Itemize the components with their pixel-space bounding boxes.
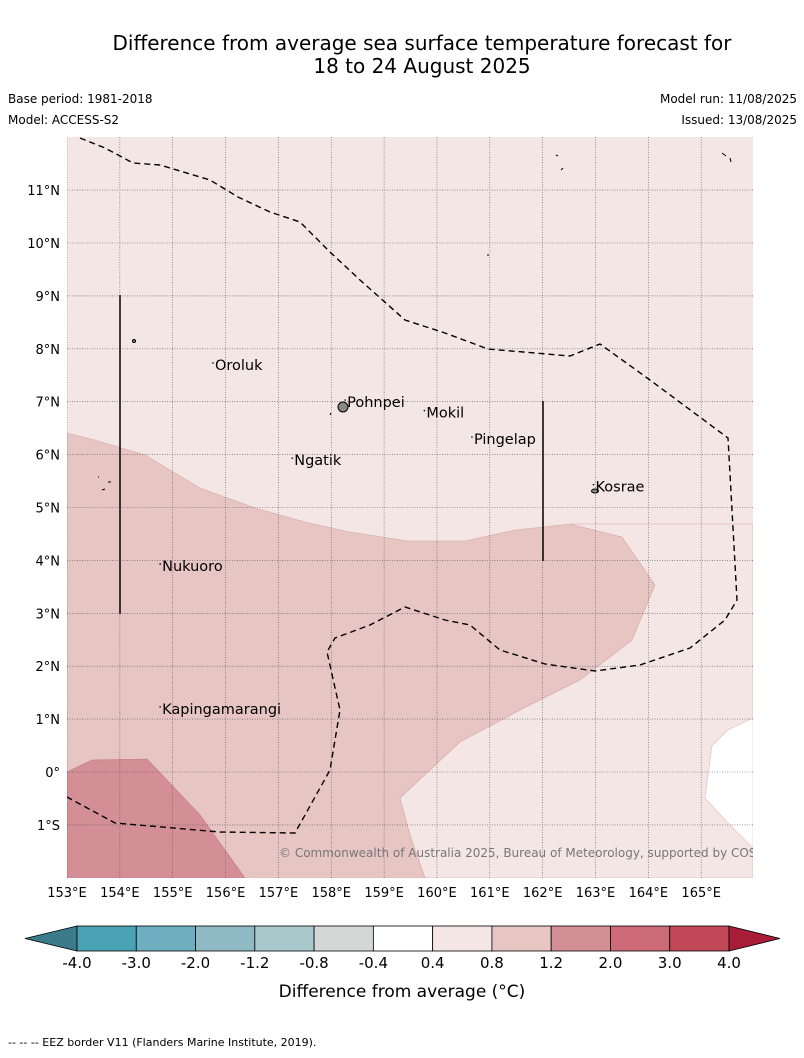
colorbar-tick-label: -0.4 — [359, 954, 388, 972]
copyright-notice: © Commonwealth of Australia 2025, Bureau… — [279, 846, 784, 860]
colorbar-tick-label: 3.0 — [658, 954, 682, 972]
issued-label: Issued: 13/08/2025 — [681, 113, 797, 127]
latitude-label: 2°N — [36, 660, 61, 675]
latitude-label: 0° — [45, 766, 60, 781]
colorbar-swatch — [432, 925, 493, 952]
place-marker — [344, 399, 346, 401]
eez-footnote: -- -- -- EEZ border V11 (Flanders Marine… — [8, 1036, 317, 1049]
map-title: Difference from average sea surface temp… — [0, 32, 804, 78]
islands — [98, 152, 732, 494]
place-label-pingelap: Pingelap — [474, 432, 536, 448]
place-marker — [159, 706, 161, 708]
place-label-ngatik: Ngatik — [294, 453, 342, 469]
longitude-label: 154°E — [100, 886, 140, 901]
map-figure: Oroluk Pohnpei Mokil Pingelap Ngatik Kosrae Nu… — [24, 137, 784, 1002]
kosrae-island — [591, 488, 599, 494]
colorbar-swatch — [550, 925, 611, 952]
colorbar-arrow-high — [728, 925, 781, 952]
small-islands-north — [329, 152, 732, 416]
longitude-label: 155°E — [153, 886, 193, 901]
colorbar-arrow-low — [24, 925, 78, 952]
base-period-label: Base period: 1981-2018 — [8, 92, 153, 106]
place-label-kosrae: Kosrae — [596, 480, 645, 496]
latitude-label: 3°N — [36, 607, 61, 622]
longitude-label: 153°E — [47, 886, 87, 901]
longitude-label: 164°E — [629, 886, 669, 901]
colorbar-swatch — [76, 925, 137, 952]
place-label-mokil: Mokil — [426, 406, 464, 422]
colorbar-swatch — [195, 925, 256, 952]
longitude-labels: 153°E 154°E 155°E 156°E 157°E 158°E 159°E 160°E… — [47, 886, 721, 901]
anomaly-band-neutral-2 — [704, 717, 753, 849]
colorbar-tick-label: -4.0 — [62, 954, 91, 972]
colorbar-swatch — [372, 925, 434, 952]
latitude-label: 6°N — [36, 449, 61, 464]
longitude-label: 157°E — [259, 886, 299, 901]
colorbar-tick-label: -0.8 — [299, 954, 328, 972]
colorbar-swatch — [135, 925, 196, 952]
latitude-label: 8°N — [36, 343, 61, 358]
colorbar-tick-label: 1.2 — [539, 954, 563, 972]
colorbar-tick-label: -2.0 — [181, 954, 210, 972]
place-marker — [471, 436, 473, 438]
latitude-label: 5°N — [36, 502, 61, 517]
colorbar: -4.0 -3.0 -2.0 -1.2 -0.8 -0.4 0.4 0.8 1.2 2.0 3.0 4… — [24, 925, 781, 972]
pohnpei-island — [337, 401, 349, 413]
colorbar-swatch — [313, 925, 374, 952]
place-label-nukuoro: Nukuoro — [162, 559, 223, 575]
longitude-label: 156°E — [206, 886, 246, 901]
longitude-label: 161°E — [470, 886, 510, 901]
place-marker — [592, 483, 595, 486]
model-run-label: Model run: 11/08/2025 — [659, 92, 797, 106]
small-island-west — [132, 339, 136, 343]
gridlines — [67, 137, 753, 878]
latitude-label: 11°N — [27, 184, 60, 199]
latitude-label: 4°N — [36, 554, 61, 569]
colorbar-swatch — [610, 925, 671, 952]
place-marker — [423, 409, 426, 412]
longitude-label: 160°E — [417, 886, 457, 901]
colorbar-tick-label: -1.2 — [240, 954, 269, 972]
latitude-labels: 11°N 10°N 9°N 8°N 7°N 6°N 5°N 4°N 3°N 2°N 1°N 0° 1°S — [27, 184, 60, 834]
eez-border-north — [67, 137, 738, 834]
anomaly-band-1.2-2.0 — [67, 758, 246, 878]
colorbar-swatch — [669, 925, 730, 952]
place-label-pohnpei: Pohnpei — [347, 395, 405, 411]
latitude-label: 7°N — [36, 396, 61, 411]
colorbar-tick-label: 0.4 — [421, 954, 445, 972]
small-islands-cluster — [98, 476, 111, 491]
latitude-label: 1°N — [36, 713, 61, 728]
colorbar-tick-label: -3.0 — [122, 954, 151, 972]
longitude-label: 162°E — [523, 886, 563, 901]
longitude-label: 158°E — [311, 886, 351, 901]
place-labels: Oroluk Pohnpei Mokil Pingelap Ngatik Kosrae Nu… — [159, 358, 645, 718]
map-area: Oroluk Pohnpei Mokil Pingelap Ngatik Kosrae Nu… — [67, 137, 784, 878]
colorbar-swatch — [254, 925, 315, 952]
longitude-label: 163°E — [576, 886, 616, 901]
model-label: Model: ACCESS-S2 — [8, 113, 120, 127]
colorbar-title: Difference from average (°C) — [279, 982, 526, 1002]
place-label-oroluk: Oroluk — [215, 358, 263, 374]
title-line-2: 18 to 24 August 2025 — [313, 54, 531, 78]
place-marker — [159, 563, 161, 565]
latitude-label: 1°S — [37, 819, 60, 834]
latitude-label: 10°N — [27, 237, 60, 252]
place-label-kapingamarangi: Kapingamarangi — [162, 702, 281, 718]
longitude-label: 159°E — [364, 886, 404, 901]
place-marker — [212, 362, 214, 364]
colorbar-tick-label: 0.8 — [480, 954, 504, 972]
latitude-label: 9°N — [36, 290, 61, 305]
colorbar-swatch — [491, 925, 552, 952]
place-marker — [291, 457, 294, 459]
colorbar-tick-label: 2.0 — [599, 954, 623, 972]
longitude-label: 165°E — [681, 886, 721, 901]
eez-borders — [67, 137, 738, 834]
title-line-1: Difference from average sea surface temp… — [112, 31, 732, 55]
colorbar-tick-label: 4.0 — [717, 954, 741, 972]
